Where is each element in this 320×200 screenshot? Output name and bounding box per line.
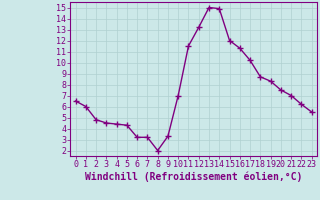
X-axis label: Windchill (Refroidissement éolien,°C): Windchill (Refroidissement éolien,°C) [85,172,302,182]
